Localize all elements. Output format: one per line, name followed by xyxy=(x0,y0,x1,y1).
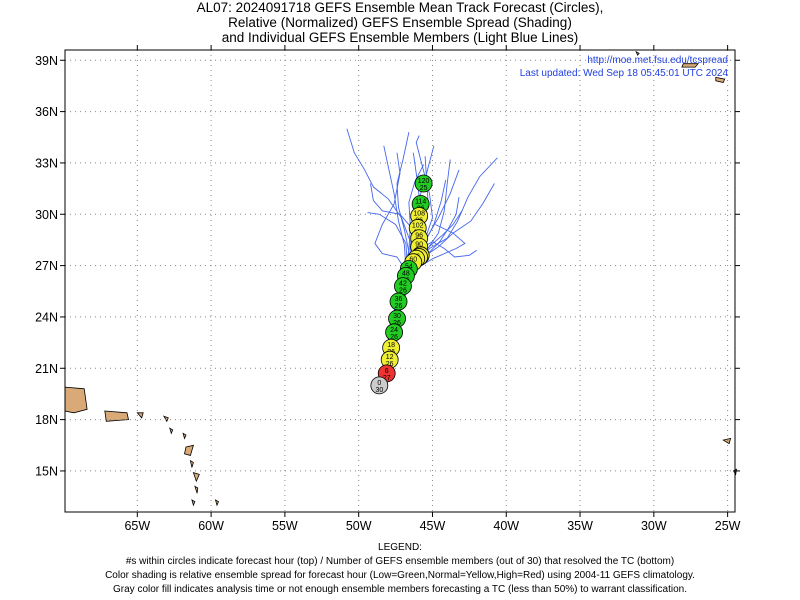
forecast-hour-label: 48 xyxy=(402,270,410,277)
forecast-hour-label: 114 xyxy=(415,199,426,206)
legend-line-3: Gray color fill indicates analysis time … xyxy=(113,584,687,595)
lon-label: 45W xyxy=(420,519,446,533)
lat-label: 15N xyxy=(35,464,58,478)
member-count-label: 30 xyxy=(375,387,383,394)
lat-label: 24N xyxy=(35,310,58,324)
island xyxy=(681,63,699,68)
title-line-3: and Individual GEFS Ensemble Members (Li… xyxy=(221,30,579,45)
title-line-2: Relative (Normalized) GEFS Ensemble Spre… xyxy=(228,15,572,30)
island xyxy=(64,386,88,414)
island xyxy=(182,432,187,440)
credit-url[interactable]: http://moe.met.fsu.edu/tcspread xyxy=(587,55,728,66)
forecast-hour-label: 42 xyxy=(399,281,407,288)
lat-label: 30N xyxy=(35,208,58,222)
mean-track-circles: 1202511426108261022696269026842678267226… xyxy=(370,174,433,395)
forecast-hour-label: 12 xyxy=(386,354,394,361)
forecast-hour-label: 0 xyxy=(377,380,381,387)
legend-heading: LEGEND: xyxy=(378,542,422,553)
lon-label: 25W xyxy=(715,519,741,533)
axis-ticks: 39N 36N 33N 30N 27N 24N 21N 18N 15N 65W 60W 55W 50W 4… xyxy=(35,45,741,533)
forecast-hour-label: 6 xyxy=(385,368,389,375)
lat-label: 39N xyxy=(35,54,58,68)
island xyxy=(214,499,220,507)
grid-lines xyxy=(65,50,735,512)
plot-frame xyxy=(64,49,736,513)
land-masses xyxy=(64,50,738,507)
lon-label: 35W xyxy=(567,519,593,533)
forecast-hour-label: 96 xyxy=(415,233,423,240)
lat-label: 33N xyxy=(35,156,58,170)
member-count-label: 25 xyxy=(420,185,428,192)
island xyxy=(136,412,144,419)
member-count-label: 26 xyxy=(399,288,407,295)
forecast-circle: 030 xyxy=(370,376,389,395)
title-line-1: AL07: 2024091718 GEFS Ensemble Mean Trac… xyxy=(196,0,604,15)
lon-label: 50W xyxy=(346,519,372,533)
lat-label: 27N xyxy=(35,259,58,273)
island xyxy=(162,415,169,423)
member-count-label: 26 xyxy=(395,303,403,310)
forecast-hour-label: 18 xyxy=(387,342,395,349)
member-count-label: 27 xyxy=(383,375,391,382)
forecast-hour-label: 54 xyxy=(405,264,413,271)
forecast-hour-label: 30 xyxy=(393,313,401,320)
forecast-hour-label: 60 xyxy=(409,257,417,264)
island xyxy=(635,50,640,56)
island xyxy=(104,410,129,422)
lon-label: 55W xyxy=(272,519,298,533)
island xyxy=(191,499,196,507)
island xyxy=(192,471,200,483)
member-count-label: 26 xyxy=(390,334,398,341)
forecast-hour-label: 120 xyxy=(418,178,430,185)
lat-label: 21N xyxy=(35,362,58,376)
lat-label: 36N xyxy=(35,105,58,119)
lon-label: 40W xyxy=(493,519,519,533)
member-count-label: 26 xyxy=(393,320,401,327)
forecast-hour-label: 108 xyxy=(413,210,425,217)
legend-line-1: #s within circles indicate forecast hour… xyxy=(125,556,675,567)
island xyxy=(184,444,194,456)
island xyxy=(194,485,199,494)
forecast-hour-label: 90 xyxy=(415,241,423,248)
legend-line-2: Color shading is relative ensemble sprea… xyxy=(105,570,695,581)
island xyxy=(189,459,194,468)
forecast-hour-label: 24 xyxy=(390,327,398,334)
forecast-hour-label: 36 xyxy=(395,296,403,303)
lon-label: 65W xyxy=(124,519,150,533)
lon-label: 60W xyxy=(198,519,224,533)
member-count-label: 26 xyxy=(386,361,394,368)
lat-label: 18N xyxy=(35,413,58,427)
island xyxy=(169,427,174,435)
credit-updated: Last updated: Wed Sep 18 05:45:01 UTC 20… xyxy=(519,68,728,79)
island xyxy=(715,76,726,83)
lon-label: 30W xyxy=(641,519,667,533)
forecast-hour-label: 102 xyxy=(412,222,424,229)
island xyxy=(722,437,732,445)
